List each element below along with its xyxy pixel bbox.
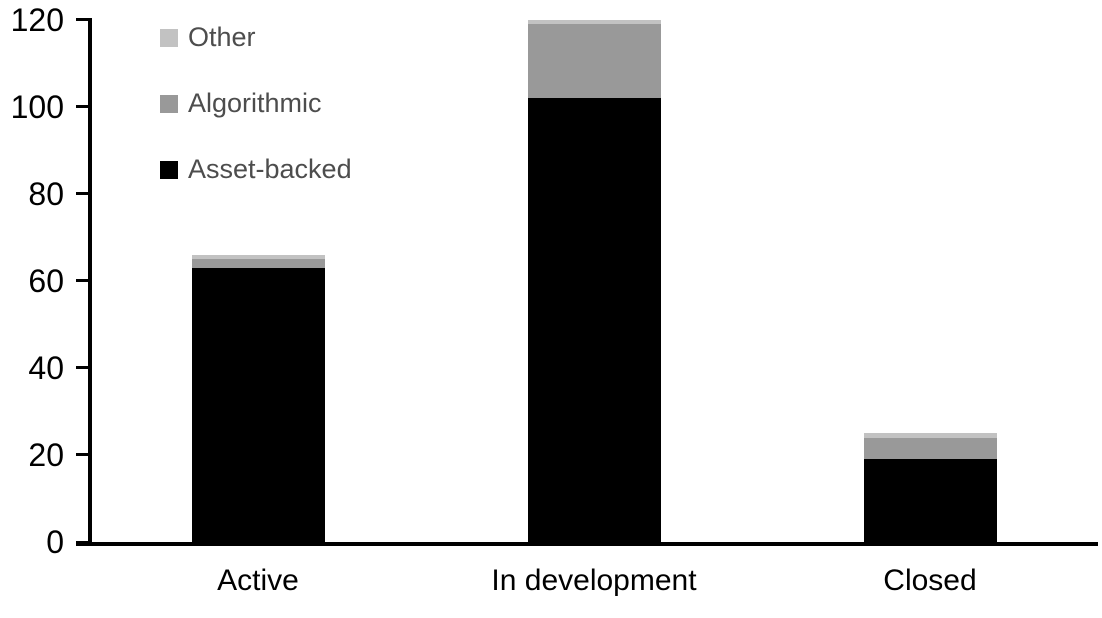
legend-item-other: Other	[160, 24, 256, 51]
bar-segment-algorithmic-closed	[863, 437, 997, 460]
legend-label-asset-backed: Asset-backed	[188, 154, 352, 184]
y-axis-tick-label: 80	[28, 175, 64, 212]
y-axis-tick-label: 120	[10, 1, 64, 38]
bar-segment-other-active	[191, 254, 325, 260]
bar-segment-algorithmic-active	[191, 259, 325, 268]
y-axis-tick-label: 20	[28, 436, 64, 473]
bar-segment-algorithmic-in-development	[527, 24, 661, 99]
x-axis-line	[76, 542, 1098, 546]
y-axis-line	[88, 18, 92, 546]
y-axis-tick-mark	[76, 18, 89, 22]
bar-segment-other-in-development	[527, 19, 661, 25]
legend-swatch-asset-backed	[160, 160, 178, 179]
legend-swatch-algorithmic	[160, 94, 178, 113]
y-axis-tick-mark	[76, 453, 89, 457]
x-axis-label-in-development: In development	[491, 564, 697, 597]
bar-segment-asset-backed-closed	[863, 459, 997, 542]
y-axis-tick-mark	[76, 366, 89, 370]
x-axis-label-closed: Closed	[883, 564, 977, 597]
y-axis-tick-mark	[76, 279, 89, 283]
bar-segment-asset-backed-active	[191, 267, 325, 542]
y-axis-tick-mark	[76, 192, 89, 196]
legend-label-algorithmic: Algorithmic	[188, 88, 322, 118]
y-axis-tick-label: 100	[10, 88, 64, 125]
legend-label-other: Other	[188, 22, 256, 52]
y-axis-tick-label: 40	[28, 349, 64, 386]
legend-swatch-other	[160, 28, 178, 47]
bar-segment-asset-backed-in-development	[527, 98, 661, 542]
x-axis-label-active: Active	[217, 564, 299, 597]
legend-item-asset-backed: Asset-backed	[160, 156, 352, 183]
y-axis-tick-mark	[76, 105, 89, 109]
bar-segment-other-closed	[863, 433, 997, 438]
y-axis-tick-label: 60	[28, 262, 64, 299]
y-axis-tick-label: 0	[46, 524, 64, 560]
legend-item-algorithmic: Algorithmic	[160, 90, 322, 117]
